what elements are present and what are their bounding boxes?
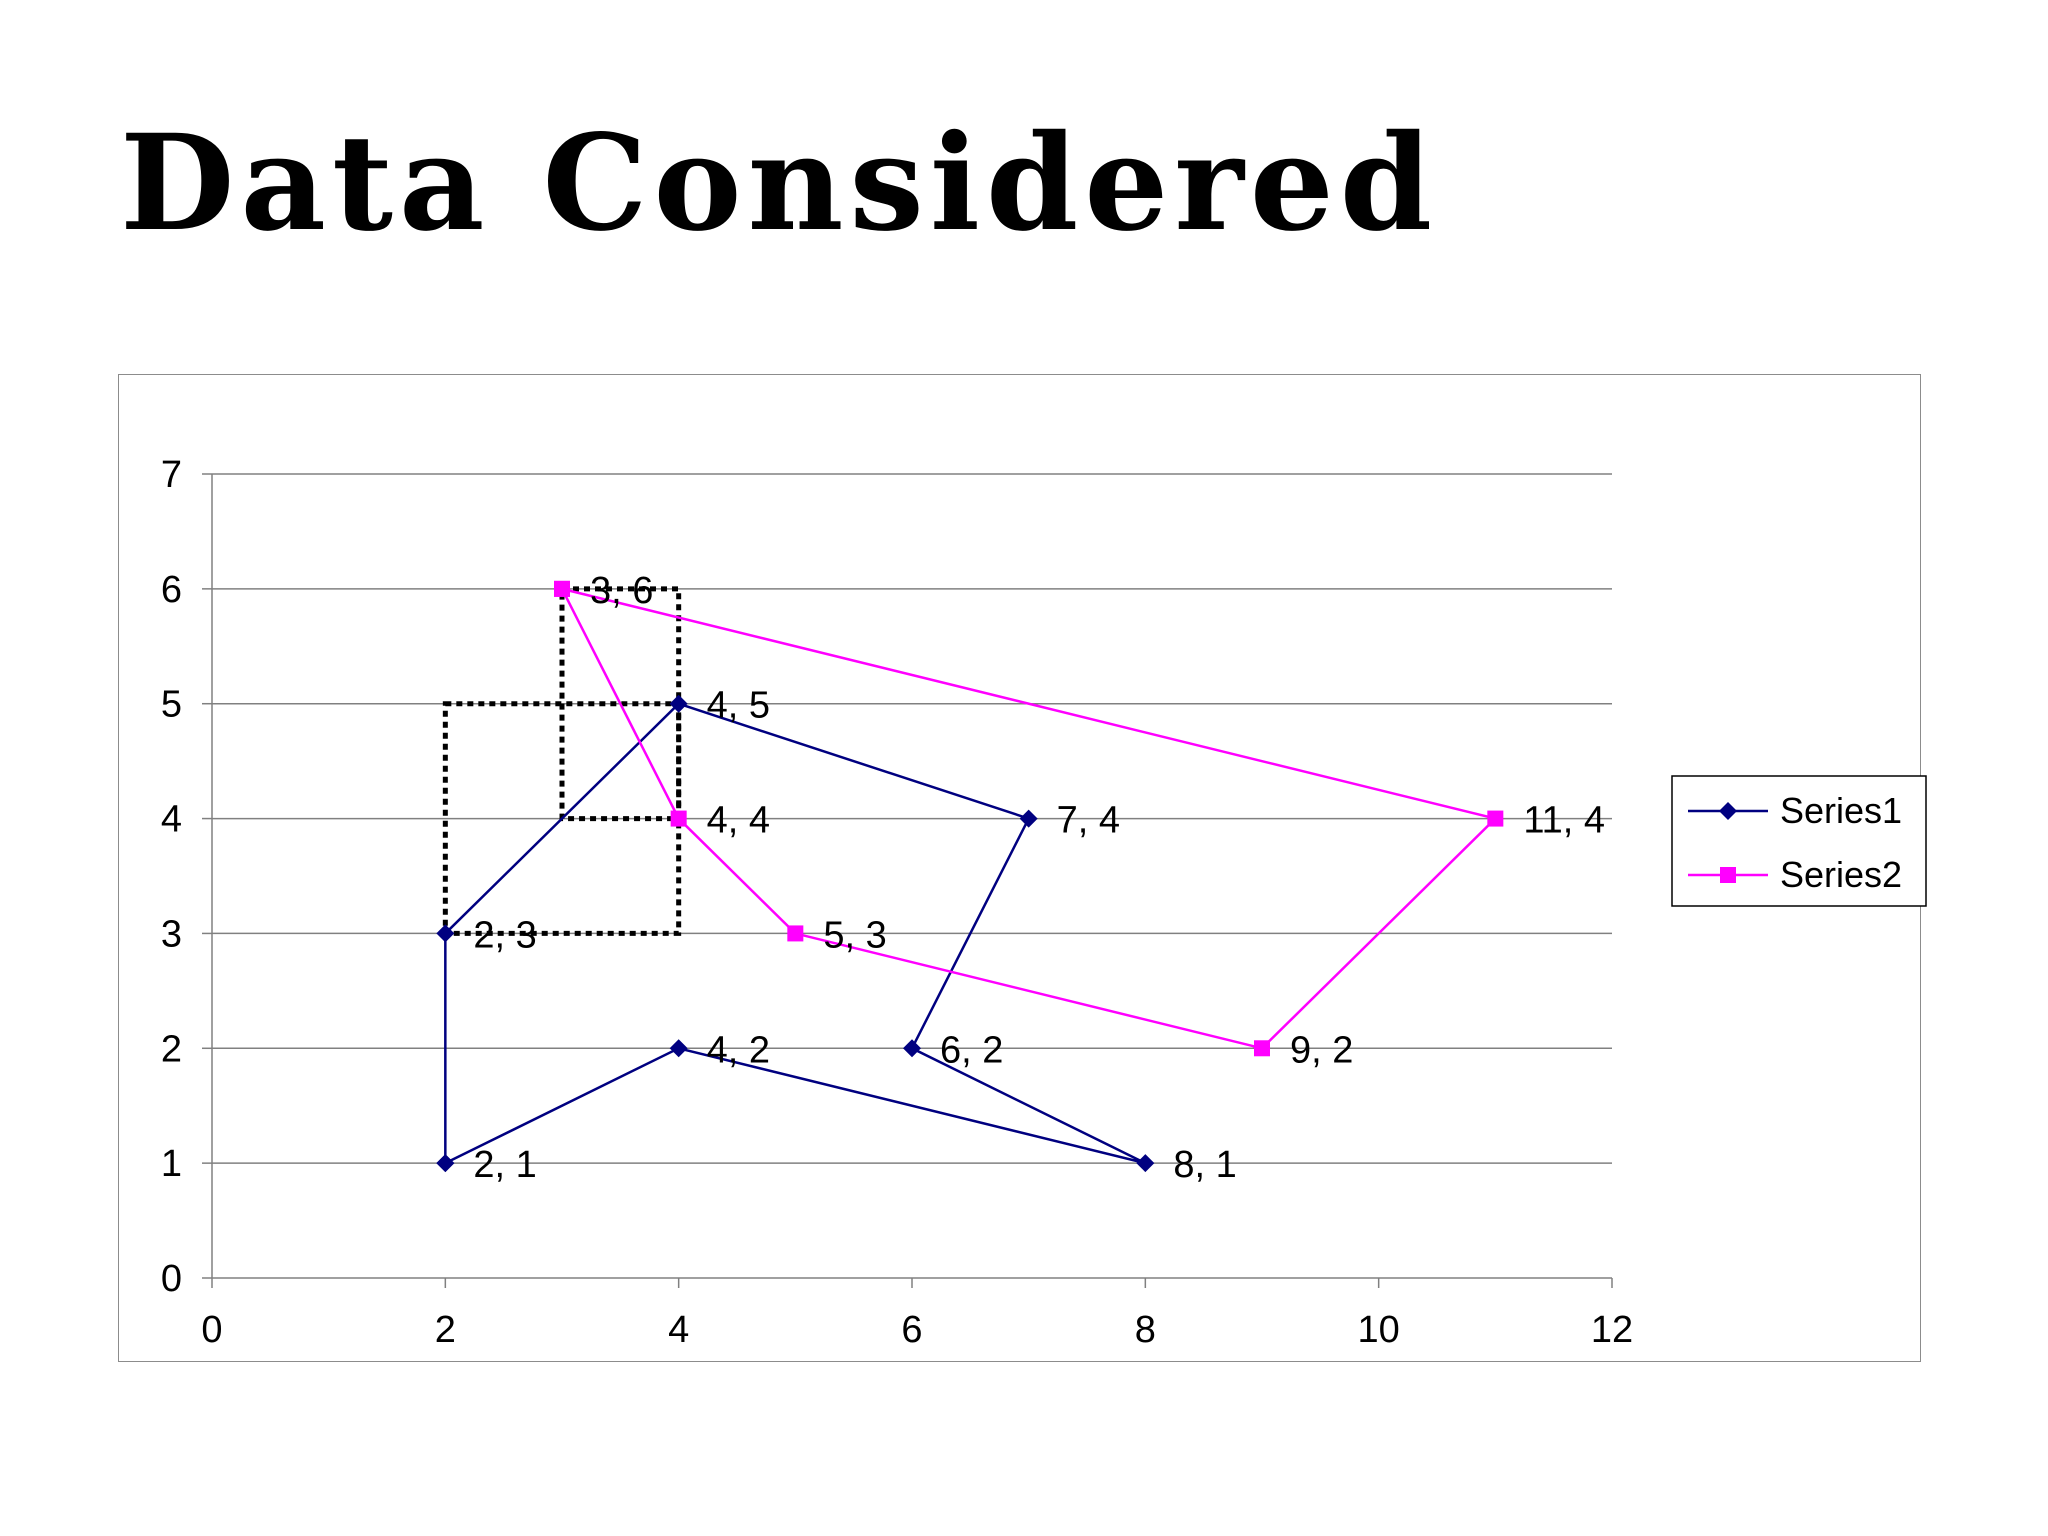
data-point-series2	[670, 810, 687, 827]
y-tick-label: 7	[161, 454, 182, 496]
data-point-series1	[1136, 1154, 1155, 1173]
y-tick-label: 2	[161, 1028, 182, 1070]
legend-swatch-marker	[1719, 802, 1737, 820]
x-tick-label: 0	[201, 1309, 222, 1351]
data-label: 7, 4	[1057, 800, 1120, 842]
data-point-series2	[554, 580, 570, 597]
legend-box	[1671, 775, 1927, 907]
legend-swatch-marker	[1720, 867, 1736, 883]
data-point-series1	[1019, 809, 1038, 828]
data-label: 4, 4	[707, 800, 770, 842]
slide-title: Data Considered	[120, 106, 1439, 261]
data-label: 2, 1	[473, 1144, 536, 1186]
data-label: 4, 2	[707, 1029, 770, 1071]
data-point-series1	[903, 1039, 921, 1058]
y-tick-label: 6	[161, 569, 182, 611]
data-point-series2	[1487, 810, 1504, 827]
x-tick-label: 4	[668, 1309, 689, 1351]
legend: Series1 Series2	[1671, 775, 1927, 907]
data-point-series1	[436, 1154, 455, 1173]
y-tick-label: 1	[161, 1143, 182, 1185]
y-tick-label: 5	[161, 684, 182, 726]
x-tick-label: 2	[435, 1309, 456, 1351]
legend-entry-series2: Series2	[1780, 854, 1902, 895]
label-layer: 2, 1 2, 3 4, 5 7, 4 6, 2 8, 1 4, 2 3, 6 4, 4 5, 3…	[473, 570, 1605, 1186]
data-label: 4, 5	[707, 685, 770, 727]
data-point-series1	[669, 1039, 688, 1058]
data-point-series1	[669, 694, 688, 713]
x-tick-label: 8	[1135, 1309, 1156, 1351]
legend-entry-series1: Series1	[1780, 790, 1902, 831]
data-label: 5, 3	[823, 914, 886, 956]
data-label: 6, 2	[940, 1029, 1003, 1071]
series-line-series1	[444, 702, 1146, 1165]
series-layer	[436, 580, 1504, 1173]
x-tick-label: 12	[1591, 1309, 1633, 1351]
data-label: 8, 1	[1173, 1144, 1236, 1186]
y-tick-label: 0	[161, 1258, 182, 1300]
x-tick-label: 6	[901, 1309, 922, 1351]
y-tick-label: 3	[161, 913, 182, 955]
data-label: 11, 4	[1523, 800, 1605, 842]
x-tick-label: 10	[1358, 1309, 1400, 1351]
data-label: 9, 2	[1290, 1029, 1353, 1071]
data-point-series1	[436, 924, 455, 943]
annotation-layer	[442, 586, 682, 936]
data-point-series2	[1254, 1040, 1270, 1057]
series-line-series2	[560, 587, 1498, 1050]
data-label: 3, 6	[590, 570, 653, 612]
y-tick-label: 4	[161, 799, 182, 841]
chart-frame	[118, 374, 1921, 1362]
data-point-series2	[787, 925, 804, 942]
grid-layer	[212, 473, 1612, 1164]
data-label: 2, 3	[473, 914, 536, 956]
